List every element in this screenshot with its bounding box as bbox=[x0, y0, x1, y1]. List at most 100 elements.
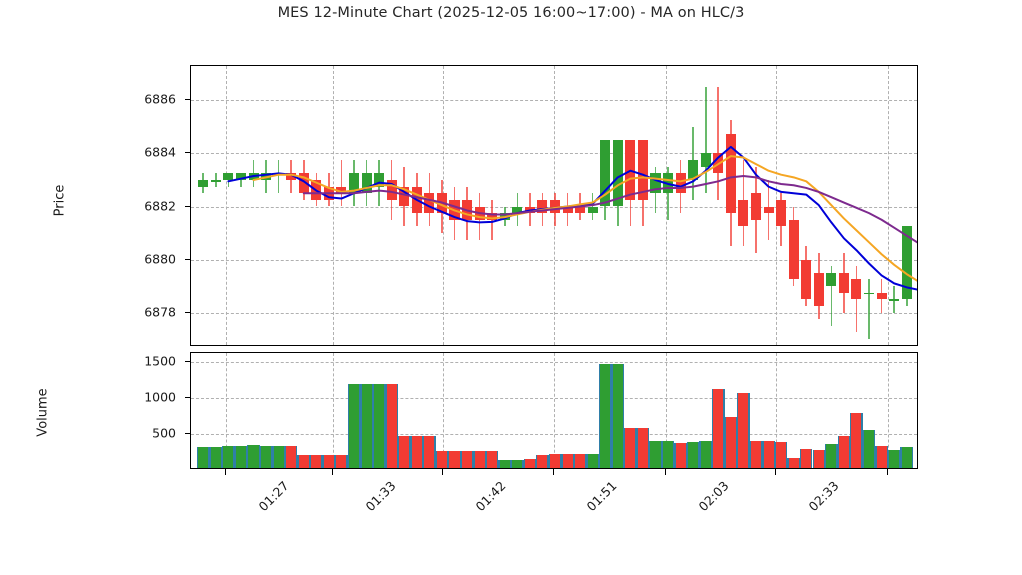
volume-bar bbox=[573, 453, 587, 468]
volume-bar bbox=[712, 389, 725, 468]
price-panel bbox=[190, 65, 918, 346]
volume-bar-core bbox=[587, 453, 598, 468]
gridline-vertical bbox=[225, 353, 227, 468]
volume-bar bbox=[322, 455, 336, 468]
time-tick-mark bbox=[887, 469, 889, 475]
volume-bar-core bbox=[575, 453, 586, 468]
gridline-vertical bbox=[775, 353, 777, 468]
candle-body bbox=[851, 279, 862, 300]
volume-bar-core bbox=[826, 444, 837, 468]
candle-body bbox=[725, 133, 736, 214]
gridline-vertical bbox=[442, 353, 444, 468]
volume-bar-core bbox=[625, 428, 636, 468]
candle-wick bbox=[277, 160, 280, 194]
volume-bar bbox=[448, 451, 461, 468]
candle-body bbox=[386, 179, 397, 200]
candle-wick bbox=[830, 266, 833, 326]
volume-bar bbox=[887, 449, 901, 468]
candle-body bbox=[235, 173, 246, 180]
volume-bar-core bbox=[386, 383, 397, 468]
volume-bar-core bbox=[713, 389, 724, 468]
candle-body bbox=[348, 173, 360, 194]
gridline-vertical bbox=[665, 353, 667, 468]
volume-bar-core bbox=[889, 449, 900, 468]
candle-body bbox=[826, 272, 837, 287]
candle-body bbox=[612, 140, 623, 207]
time-axis: 01:27 01:33 01:42 01:51 02:03 02:33 bbox=[190, 469, 918, 529]
volume-bar-core bbox=[600, 364, 611, 468]
candle-body bbox=[901, 226, 912, 300]
gridline-vertical bbox=[665, 66, 667, 345]
time-tick-mark bbox=[224, 469, 226, 475]
candle-body bbox=[286, 173, 297, 180]
volume-axis-label: Volume bbox=[35, 388, 51, 437]
price-tick-label: 6886 bbox=[144, 91, 176, 107]
candle-body bbox=[575, 206, 586, 214]
volume-bar-core bbox=[223, 446, 234, 468]
volume-bar-core bbox=[801, 449, 812, 468]
candle-body bbox=[864, 292, 875, 295]
time-tick-mark bbox=[553, 469, 555, 475]
volume-bar bbox=[423, 435, 436, 468]
ma-line-ma-mid bbox=[252, 155, 917, 282]
candle-body bbox=[889, 299, 900, 301]
volume-tick-label: 1000 bbox=[144, 389, 176, 405]
volume-bar bbox=[523, 459, 537, 468]
candle-body bbox=[776, 199, 787, 227]
volume-bar-core bbox=[361, 383, 372, 468]
candle-body bbox=[587, 206, 598, 214]
candle-body bbox=[637, 140, 648, 200]
volume-bar bbox=[234, 445, 248, 468]
volume-gridlines bbox=[191, 353, 917, 468]
gridline-horizontal bbox=[191, 259, 917, 261]
volume-bar bbox=[812, 449, 826, 468]
candle-body bbox=[198, 179, 209, 187]
volume-bar bbox=[850, 413, 863, 468]
volume-bar-core bbox=[612, 364, 623, 468]
price-tick-mark bbox=[185, 311, 190, 313]
gridline-horizontal bbox=[191, 312, 917, 314]
volume-bar bbox=[360, 383, 373, 468]
volume-bar-core bbox=[901, 447, 912, 468]
gridline-horizontal bbox=[191, 100, 917, 102]
volume-bar-core bbox=[813, 449, 824, 468]
gridline-vertical bbox=[332, 66, 334, 345]
volume-bar-core bbox=[650, 441, 661, 468]
volume-bar-core bbox=[688, 442, 699, 468]
candle-body bbox=[750, 193, 761, 220]
volume-bar bbox=[385, 383, 398, 468]
price-axis-label: Price bbox=[52, 184, 68, 217]
volume-tick-mark bbox=[185, 360, 190, 362]
volume-bar bbox=[272, 446, 285, 468]
gridline-vertical bbox=[225, 66, 227, 345]
candle-body bbox=[374, 173, 385, 187]
volume-tick-mark bbox=[185, 432, 190, 434]
volume-bar bbox=[197, 447, 210, 468]
volume-bar-core bbox=[637, 428, 648, 468]
volume-bar-core bbox=[562, 453, 573, 468]
volume-bar bbox=[586, 453, 599, 468]
gridline-vertical bbox=[554, 353, 556, 468]
volume-bar-core bbox=[248, 444, 259, 468]
time-tick-label: 01:42 bbox=[472, 478, 509, 515]
volume-bar-core bbox=[788, 457, 799, 468]
candle-body bbox=[537, 199, 548, 214]
time-tick-label: 01:27 bbox=[255, 478, 292, 515]
volume-bar bbox=[724, 417, 738, 468]
candle-body bbox=[210, 179, 221, 182]
volume-bar bbox=[485, 451, 499, 468]
candle-body bbox=[688, 160, 699, 180]
volume-panel bbox=[190, 352, 918, 469]
candle-body bbox=[512, 206, 523, 214]
volume-bar bbox=[649, 441, 662, 468]
candle-body bbox=[361, 173, 372, 194]
volume-bar-core bbox=[549, 454, 561, 468]
volume-bar bbox=[900, 447, 913, 468]
volume-bar-core bbox=[198, 447, 209, 468]
candle-wick bbox=[893, 286, 895, 313]
volume-bar bbox=[825, 444, 838, 468]
candle-body bbox=[788, 219, 799, 280]
volume-bar bbox=[397, 435, 411, 468]
volume-bar bbox=[347, 383, 361, 468]
candle-body bbox=[336, 186, 347, 194]
